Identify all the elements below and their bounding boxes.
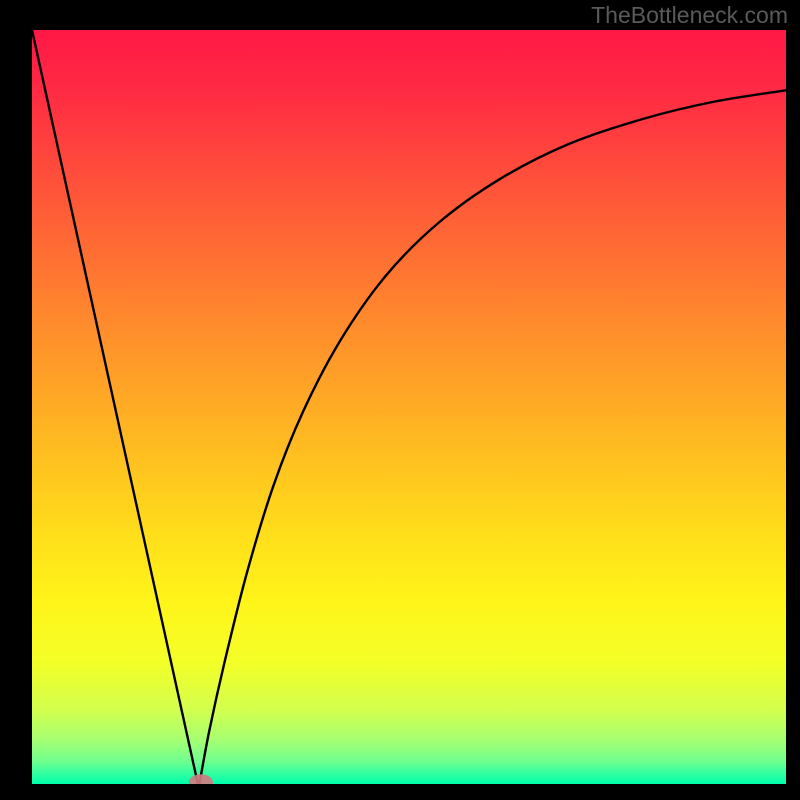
bottleneck-marker bbox=[189, 774, 213, 784]
curve-layer bbox=[32, 30, 786, 784]
watermark-text: TheBottleneck.com bbox=[591, 2, 788, 29]
plot-area bbox=[32, 30, 786, 784]
chart-container: TheBottleneck.com bbox=[0, 0, 800, 800]
curve-right-segment bbox=[199, 90, 786, 784]
curve-left-segment bbox=[32, 30, 198, 784]
